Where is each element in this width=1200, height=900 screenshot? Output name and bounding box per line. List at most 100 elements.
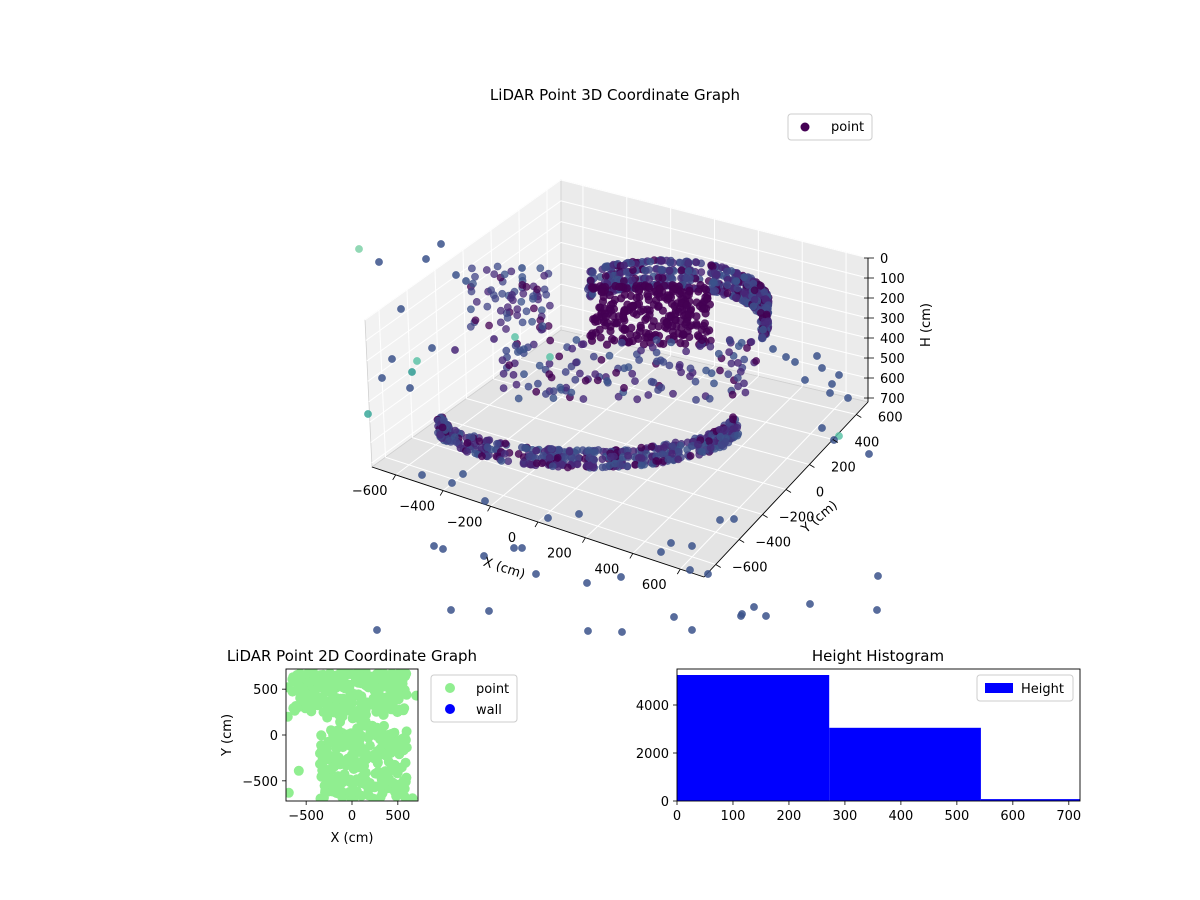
point-3d: [717, 441, 726, 450]
point-3d: [658, 450, 667, 459]
grid-z-left: [369, 283, 562, 423]
point-3d: [451, 346, 459, 354]
point-2d: [347, 713, 358, 724]
point-3d: [519, 289, 528, 298]
legend-2d-marker-wall: [445, 704, 455, 714]
z-tick-label-3d: 700: [880, 392, 905, 407]
grid-y-wall: [546, 189, 548, 340]
point-2d: [343, 729, 354, 740]
point-3d: [601, 272, 610, 280]
grid-z-right: [560, 179, 869, 259]
point-2d: [353, 727, 364, 738]
x-ticks-2d: −500 0 500: [288, 801, 410, 824]
point-3d: [749, 279, 758, 288]
point-3d: [741, 388, 750, 397]
y-tick-label-hist: 2000: [636, 747, 669, 762]
point-2d: [353, 758, 363, 769]
grid-y-floor: [547, 339, 857, 415]
point-3d: [828, 380, 836, 388]
point-3d: [584, 627, 592, 635]
point-3d: [647, 322, 657, 331]
point-3d: [676, 339, 685, 348]
x-tick-label-hist: 600: [1000, 809, 1025, 824]
point-3d: [700, 284, 709, 293]
point-3d: [545, 359, 554, 368]
point-3d: [549, 387, 558, 396]
point-3d: [496, 318, 505, 327]
point-2d: [366, 671, 376, 682]
point-2d: [303, 669, 314, 678]
point-3d: [730, 515, 738, 523]
x-tick-mark-3d: [582, 537, 586, 543]
point-3d: [596, 333, 605, 342]
point-3d: [665, 266, 674, 275]
point-3d: [697, 325, 706, 334]
point-3d: [576, 369, 584, 378]
x-tick-label-hist: 0: [673, 809, 681, 824]
y-ticks-3d: −600 −400 −2000 200 400 600: [715, 411, 903, 576]
point-3d: [496, 306, 505, 315]
point-3d: [555, 352, 564, 361]
point-3d: [498, 356, 507, 365]
point-2d: [353, 689, 364, 700]
chart-3d: LiDAR Point 3D Coordinate Graph −600 −400…: [352, 86, 934, 636]
point-3d: [428, 344, 436, 352]
point-3d: [579, 340, 588, 348]
point-3d: [654, 273, 663, 282]
point-3d: [700, 304, 709, 313]
point-3d: [483, 302, 492, 311]
point-2d: [391, 689, 402, 700]
chart-2d: LiDAR Point 2D Coordinate Graph −500 0 500…: [220, 647, 518, 846]
point-3d: [646, 257, 655, 266]
x-tick-label-3d: −600: [352, 484, 388, 499]
point-3d: [659, 316, 669, 326]
point-2d: [286, 711, 293, 722]
chart-histogram: Height Histogram 0 100 200 300 400 500 600 700 …: [636, 647, 1081, 824]
point-2d: [385, 747, 396, 758]
point-3d: [669, 389, 677, 398]
y-tick-mark-3d: [738, 539, 745, 543]
point-3d: [688, 626, 696, 634]
point-3d: [538, 322, 547, 330]
point-3d: [747, 337, 756, 346]
point-2d: [322, 712, 333, 723]
point-3d: [499, 384, 508, 392]
point-3d: [481, 497, 489, 505]
point-3d: [756, 281, 765, 290]
point-3d: [652, 348, 661, 357]
point-3d: [694, 440, 702, 449]
point-3d: [657, 265, 666, 274]
point-3d: [865, 450, 873, 458]
point-3d: [572, 358, 580, 367]
point-3d: [602, 340, 612, 349]
y-tick-mark-3d: [762, 514, 768, 518]
point-3d: [447, 606, 455, 614]
x-tick-label-3d: 600: [642, 578, 667, 593]
x-tick-mark-3d: [629, 553, 634, 559]
point-3d: [782, 353, 790, 361]
point-2d: [320, 680, 331, 690]
point-3d: [610, 452, 618, 461]
point-3d: [589, 268, 597, 277]
point-3d: [571, 375, 580, 384]
point-3d: [702, 294, 712, 304]
point-3d: [497, 456, 506, 465]
point-3d: [727, 359, 736, 368]
point-3d: [547, 444, 556, 453]
point-2d: [286, 682, 293, 693]
point-3d: [643, 305, 652, 314]
x-tick-mark-3d: [487, 506, 491, 512]
point-3d: [375, 258, 383, 266]
point-3d: [649, 378, 658, 387]
x-axis-label-2d: X (cm): [331, 831, 374, 846]
point-2d: [327, 762, 338, 773]
y-tick-mark-3d: [832, 439, 839, 443]
legend-2d: point wall: [430, 674, 518, 723]
point-3d: [692, 258, 701, 267]
point-3d: [686, 566, 694, 574]
point-3d: [806, 600, 814, 608]
point-3d: [528, 317, 536, 326]
z-tick-label-3d: 500: [880, 352, 905, 367]
point-3d: [556, 383, 565, 392]
point-3d: [716, 516, 724, 524]
